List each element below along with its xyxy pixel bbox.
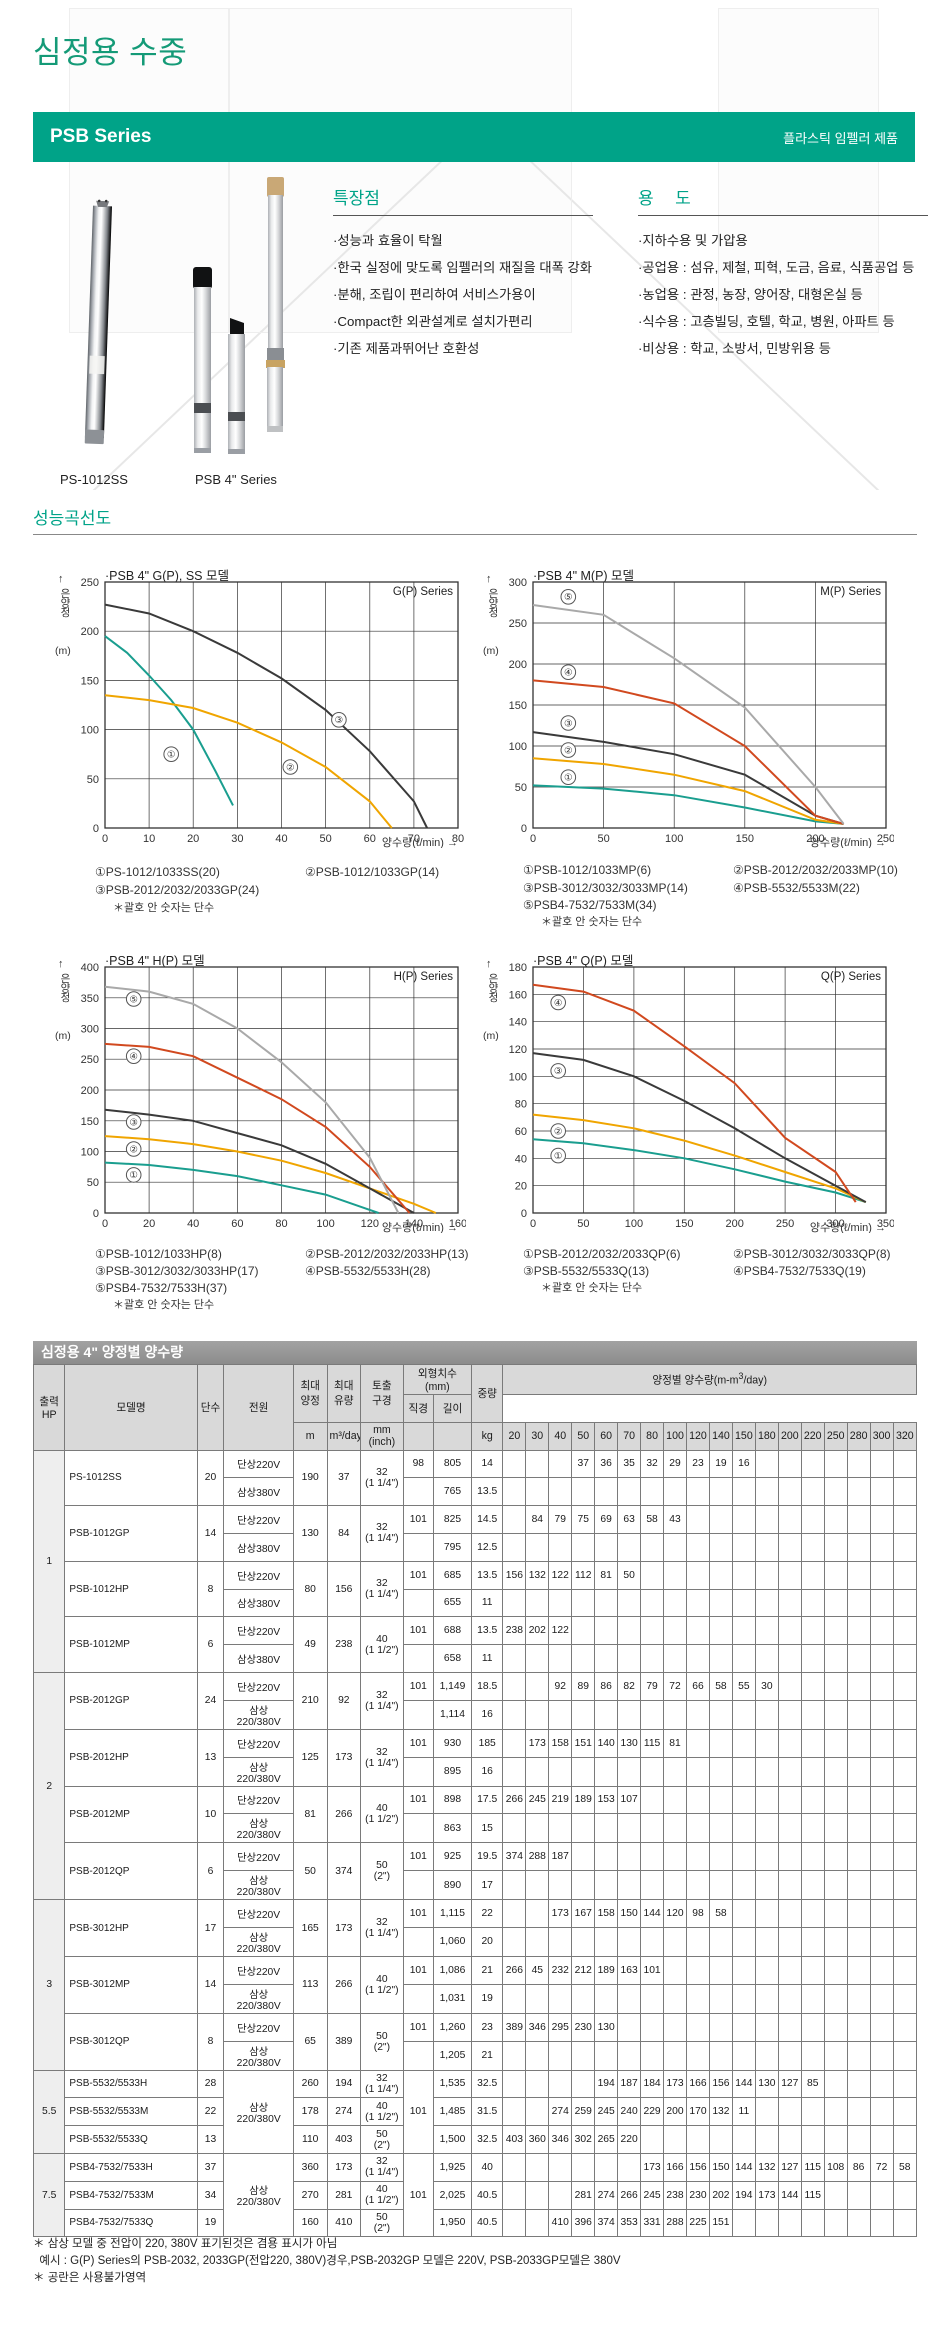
svg-text:120: 120	[509, 1044, 527, 1056]
svg-text:③: ③	[129, 1117, 138, 1128]
svg-text:40: 40	[515, 1153, 527, 1165]
svg-text:0: 0	[102, 1218, 108, 1230]
svg-text:100: 100	[665, 833, 683, 845]
svg-text:③: ③	[564, 718, 573, 729]
svg-text:③: ③	[335, 715, 344, 726]
svg-text:30: 30	[231, 833, 243, 845]
svg-text:100: 100	[81, 1147, 99, 1159]
svg-text:40: 40	[187, 1218, 199, 1230]
svg-text:250: 250	[509, 618, 527, 630]
svg-text:③: ③	[554, 1066, 563, 1077]
svg-text:양수량(ℓ/min) →: 양수량(ℓ/min) →	[810, 836, 886, 848]
svg-text:100: 100	[625, 1218, 643, 1230]
svg-text:②: ②	[554, 1126, 563, 1137]
svg-text:100: 100	[509, 741, 527, 753]
svg-text:150: 150	[736, 833, 754, 845]
svg-text:④: ④	[554, 998, 563, 1009]
svg-text:50: 50	[597, 833, 609, 845]
svg-text:120: 120	[361, 1218, 379, 1230]
svg-text:②: ②	[129, 1144, 138, 1155]
svg-text:150: 150	[81, 675, 99, 687]
svg-text:250: 250	[776, 1218, 794, 1230]
svg-text:④: ④	[564, 668, 573, 679]
svg-text:50: 50	[319, 833, 331, 845]
svg-text:200: 200	[509, 659, 527, 671]
svg-text:250: 250	[81, 578, 99, 589]
svg-text:150: 150	[675, 1218, 693, 1230]
svg-text:20: 20	[143, 1218, 155, 1230]
svg-text:50: 50	[515, 782, 527, 794]
svg-text:50: 50	[577, 1218, 589, 1230]
svg-text:180: 180	[509, 963, 527, 974]
svg-text:400: 400	[81, 963, 99, 974]
svg-text:50: 50	[87, 1177, 99, 1189]
svg-text:80: 80	[515, 1099, 527, 1111]
svg-text:20: 20	[515, 1181, 527, 1193]
svg-text:①: ①	[167, 750, 176, 761]
svg-text:300: 300	[509, 578, 527, 589]
svg-text:G(P) Series: G(P) Series	[393, 586, 453, 598]
svg-text:80: 80	[275, 1218, 287, 1230]
svg-text:100: 100	[81, 725, 99, 737]
svg-text:②: ②	[286, 762, 295, 773]
svg-text:200: 200	[81, 626, 99, 638]
svg-text:140: 140	[509, 1017, 527, 1029]
svg-text:300: 300	[81, 1024, 99, 1036]
svg-text:10: 10	[143, 833, 155, 845]
svg-text:350: 350	[81, 993, 99, 1005]
svg-text:200: 200	[81, 1085, 99, 1097]
svg-text:Q(P) Series: Q(P) Series	[821, 971, 881, 983]
svg-text:50: 50	[87, 774, 99, 786]
svg-text:160: 160	[509, 989, 527, 1001]
svg-text:0: 0	[530, 1218, 536, 1230]
svg-text:0: 0	[530, 833, 536, 845]
svg-text:0: 0	[102, 833, 108, 845]
svg-text:양수량(ℓ/min) →: 양수량(ℓ/min) →	[382, 1221, 458, 1233]
svg-text:0: 0	[93, 1208, 99, 1220]
svg-text:150: 150	[509, 700, 527, 712]
svg-text:20: 20	[187, 833, 199, 845]
svg-text:④: ④	[129, 1052, 138, 1063]
svg-text:M(P) Series: M(P) Series	[820, 586, 881, 598]
svg-text:양수량(ℓ/min) →: 양수량(ℓ/min) →	[382, 836, 458, 848]
svg-text:①: ①	[554, 1151, 563, 1162]
svg-text:①: ①	[129, 1170, 138, 1181]
svg-text:H(P) Series: H(P) Series	[394, 971, 454, 983]
svg-text:200: 200	[726, 1218, 744, 1230]
svg-text:60: 60	[231, 1218, 243, 1230]
svg-text:⑤: ⑤	[564, 592, 573, 603]
svg-text:0: 0	[521, 823, 527, 835]
svg-text:양수량(ℓ/min) →: 양수량(ℓ/min) →	[810, 1221, 886, 1233]
svg-text:150: 150	[81, 1116, 99, 1128]
svg-text:①: ①	[564, 773, 573, 784]
svg-text:100: 100	[316, 1218, 334, 1230]
svg-text:0: 0	[521, 1208, 527, 1220]
svg-text:40: 40	[275, 833, 287, 845]
svg-text:100: 100	[509, 1071, 527, 1083]
svg-text:0: 0	[93, 823, 99, 835]
svg-text:⑤: ⑤	[129, 994, 138, 1005]
svg-text:②: ②	[564, 745, 573, 756]
svg-text:60: 60	[364, 833, 376, 845]
svg-text:250: 250	[81, 1054, 99, 1066]
svg-text:60: 60	[515, 1126, 527, 1138]
